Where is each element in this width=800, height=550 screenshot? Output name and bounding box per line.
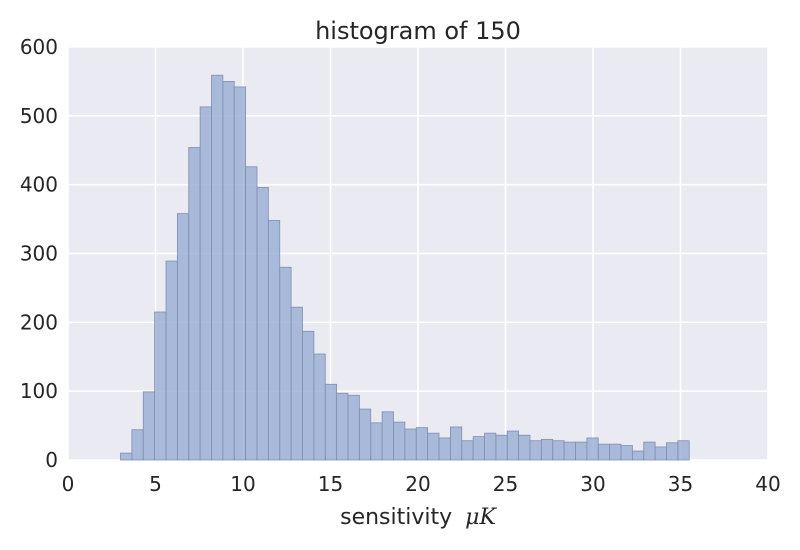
x-axis-label-math: μK xyxy=(465,505,497,530)
histogram-bar xyxy=(233,86,247,461)
y-tick-label: 500 xyxy=(20,104,58,128)
x-axis-label: sensitivity μK xyxy=(340,505,497,530)
histogram-bar xyxy=(461,440,474,461)
histogram-bar xyxy=(176,213,190,461)
y-tick-label: 600 xyxy=(20,35,58,59)
x-tick-label: 15 xyxy=(318,472,343,496)
histogram-bar xyxy=(256,187,269,461)
histogram-bar xyxy=(506,430,520,461)
histogram-bar xyxy=(540,438,554,461)
histogram-bar xyxy=(666,442,679,461)
histogram-bar xyxy=(302,330,315,461)
y-tick-label: 0 xyxy=(45,448,58,472)
x-tick-label: 35 xyxy=(668,472,693,496)
histogram-bar xyxy=(552,440,565,461)
x-tick-label: 30 xyxy=(580,472,605,496)
histogram-bar xyxy=(518,434,531,461)
histogram-bar xyxy=(484,432,497,461)
histogram-bar xyxy=(529,440,542,461)
x-tick-label: 40 xyxy=(755,472,780,496)
histogram-bar xyxy=(677,440,690,461)
histogram-bar xyxy=(290,306,303,461)
histogram-bar xyxy=(154,311,167,461)
y-tick-label: 300 xyxy=(20,242,58,266)
x-tick-label: 10 xyxy=(230,472,255,496)
histogram-bar xyxy=(279,266,292,461)
y-tick-label: 200 xyxy=(20,310,58,334)
x-tick-label: 25 xyxy=(493,472,518,496)
x-axis-ticks: 0 5 10 15 20 25 30 35 40 xyxy=(62,472,781,496)
histogram-bar xyxy=(438,437,451,461)
histogram-bar xyxy=(324,383,338,461)
histogram-bar xyxy=(120,452,133,461)
histogram-bar xyxy=(586,437,599,461)
x-tick-label: 5 xyxy=(149,472,162,496)
histogram-bar xyxy=(313,353,326,461)
histogram-bar xyxy=(427,432,440,461)
histogram-bar xyxy=(358,408,372,461)
histogram-bar xyxy=(222,81,235,461)
x-tick-label: 0 xyxy=(62,472,75,496)
y-tick-label: 400 xyxy=(20,173,58,197)
histogram-bar xyxy=(245,166,258,461)
histogram-bar xyxy=(199,106,212,461)
histogram-bar xyxy=(472,436,485,461)
histogram-bar xyxy=(188,147,201,461)
histogram-bar xyxy=(347,394,360,461)
histogram-bar xyxy=(654,446,667,461)
histogram-bar xyxy=(165,260,178,461)
y-axis-ticks: 0 100 200 300 400 500 600 xyxy=(20,35,58,472)
histogram-bar xyxy=(575,441,588,461)
histogram-bar xyxy=(597,443,611,461)
histogram-bar xyxy=(142,391,156,461)
histogram-bar xyxy=(609,443,622,461)
histogram-bar xyxy=(393,421,406,461)
histogram-bars xyxy=(120,74,690,461)
histogram-bar xyxy=(620,445,633,461)
y-tick-label: 100 xyxy=(20,379,58,403)
histogram-bar xyxy=(381,411,394,461)
histogram-bar xyxy=(370,422,383,461)
histogram-bar xyxy=(449,426,463,461)
histogram-bar xyxy=(336,392,349,461)
histogram-bar xyxy=(415,427,429,461)
histogram-bar xyxy=(267,220,281,461)
histogram-bar xyxy=(404,428,417,461)
histogram-bar xyxy=(495,434,508,461)
x-axis-label-text: sensitivity xyxy=(340,505,452,530)
x-tick-label: 20 xyxy=(405,472,430,496)
histogram-bar xyxy=(643,441,656,461)
histogram-bar xyxy=(131,429,144,461)
histogram-bar xyxy=(211,74,224,461)
histogram-bar xyxy=(631,450,645,461)
histogram-bar xyxy=(563,441,576,461)
chart-title: histogram of 150 xyxy=(315,17,521,45)
